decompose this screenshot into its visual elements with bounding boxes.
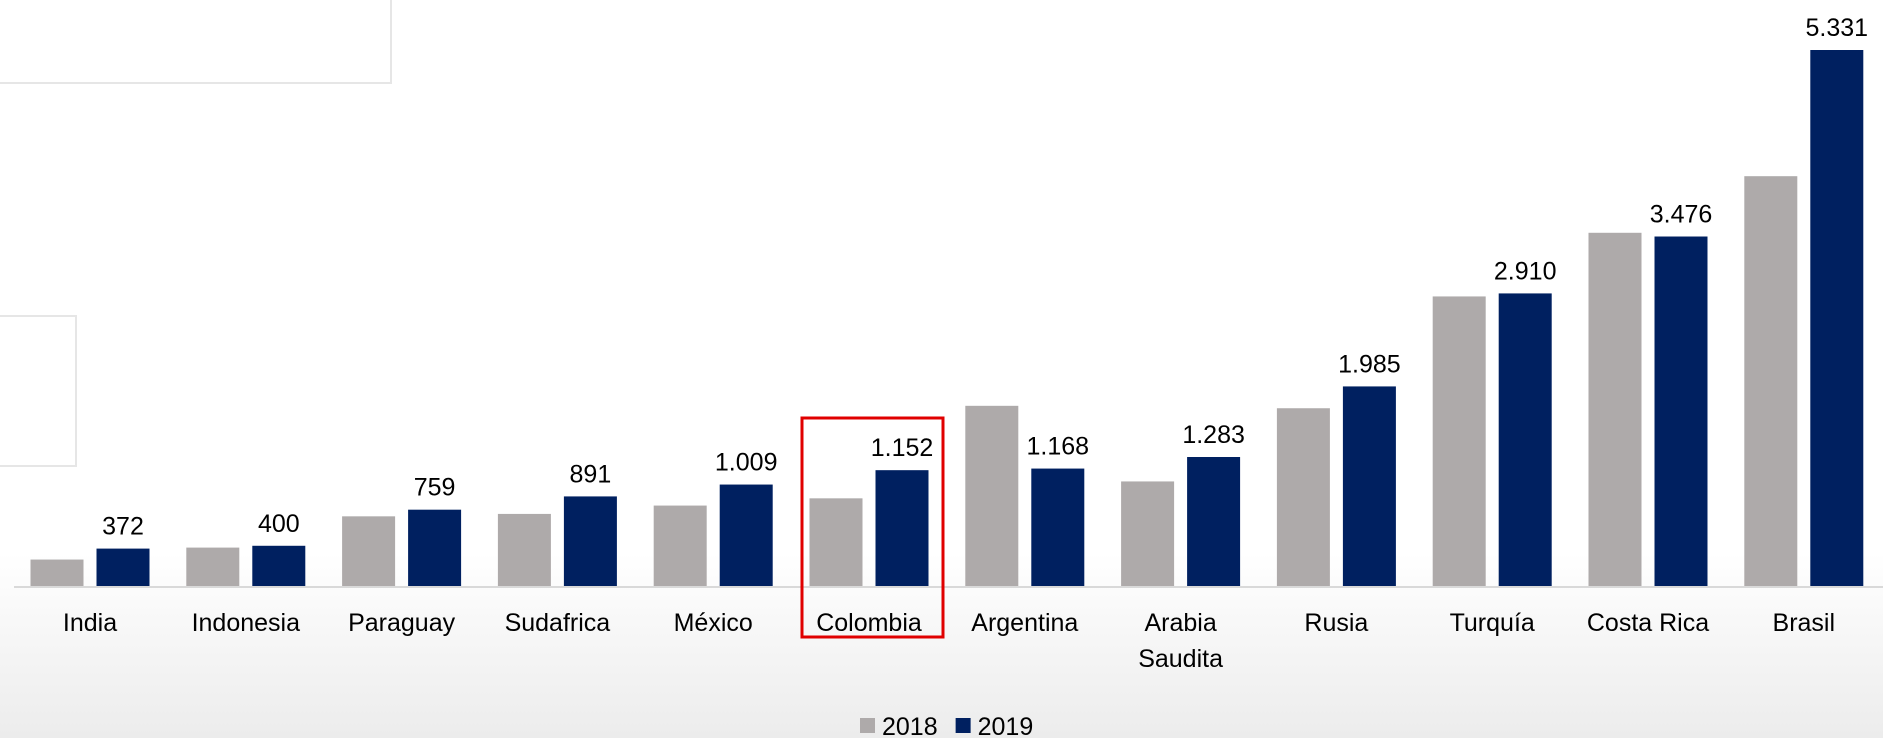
bar	[408, 509, 462, 586]
legend-label: 2018	[882, 713, 938, 738]
bar	[1588, 232, 1642, 586]
x-tick-label: Paraguay	[348, 609, 456, 637]
data-label: 1.168	[1027, 433, 1090, 461]
bar	[30, 559, 84, 586]
bar	[1810, 50, 1864, 586]
data-label: 1.009	[715, 449, 778, 477]
bar	[186, 547, 240, 586]
data-label: 3.476	[1650, 201, 1713, 229]
highlight-box	[800, 416, 945, 639]
bar	[252, 545, 306, 586]
bar	[96, 548, 150, 586]
legend-label: 2019	[978, 713, 1034, 738]
data-label: 2.910	[1494, 257, 1557, 285]
data-label: 5.331	[1806, 14, 1869, 42]
bar	[497, 513, 551, 586]
x-tick-label: India	[62, 609, 118, 637]
bar	[1187, 457, 1241, 586]
x-tick-label: Rusia	[1304, 609, 1369, 637]
x-tick-label: Turquía	[1449, 609, 1535, 637]
x-tick-label: México	[673, 609, 753, 637]
bar	[342, 516, 396, 586]
data-label: 1.283	[1182, 421, 1245, 449]
bar	[1031, 468, 1085, 586]
bar	[965, 405, 1019, 586]
legend-swatch	[860, 718, 875, 733]
x-tick-label: Argentina	[971, 609, 1079, 637]
data-label: 372	[102, 513, 144, 541]
data-label: 891	[570, 460, 612, 488]
x-tick-label: Arabia Saudita	[1138, 609, 1223, 673]
bar	[719, 484, 773, 586]
bar	[1342, 386, 1396, 586]
bar	[1654, 236, 1708, 586]
bar	[875, 470, 929, 586]
bar	[1744, 176, 1798, 586]
x-tick-label: Costa Rica	[1586, 609, 1710, 637]
data-label: 1.985	[1338, 350, 1401, 378]
x-tick-label: Brasil	[1772, 609, 1836, 637]
bar	[1498, 293, 1552, 586]
data-label: 759	[414, 474, 456, 502]
data-label: 400	[258, 510, 300, 538]
x-tick-label: Sudafrica	[504, 609, 611, 637]
bar	[653, 505, 707, 586]
panel-frame	[0, 0, 392, 84]
bar	[1432, 296, 1486, 586]
x-tick-label: Indonesia	[191, 609, 301, 637]
x-tick-label: Colombia	[816, 609, 922, 637]
bar	[1276, 408, 1330, 586]
bar	[563, 496, 617, 586]
bar	[1121, 481, 1175, 586]
panel-frame	[0, 315, 77, 467]
legend-swatch	[955, 718, 971, 733]
bar	[809, 498, 863, 586]
data-label: 1.152	[871, 434, 934, 462]
